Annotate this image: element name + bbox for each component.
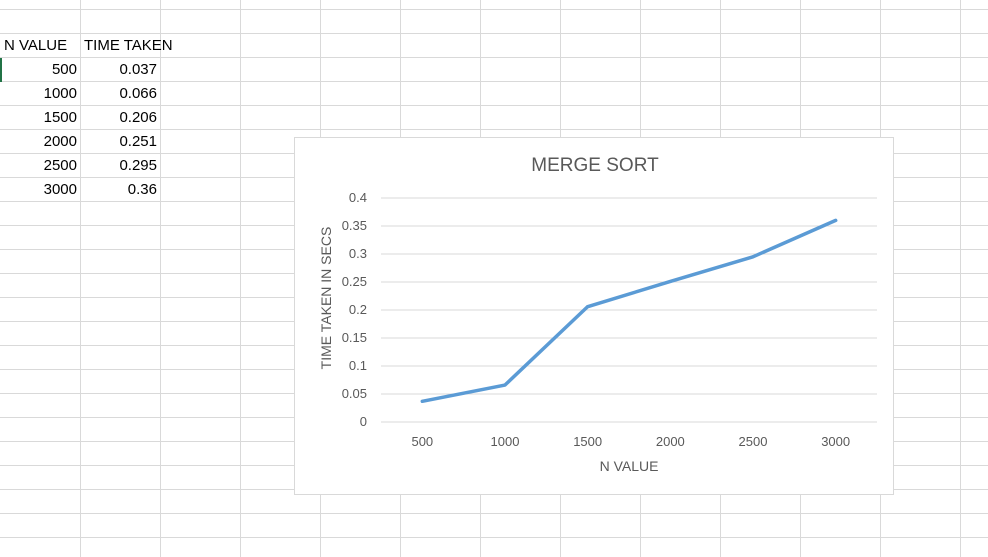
cell-n-value[interactable]: 1000: [43, 85, 77, 102]
cell-time-taken[interactable]: 0.037: [119, 61, 157, 78]
chart-title: MERGE SORT: [531, 155, 659, 176]
cell-time-taken[interactable]: 0.206: [119, 109, 157, 126]
series-line[interactable]: [420, 218, 838, 404]
x-tick-label: 2000: [656, 434, 685, 449]
data-point[interactable]: [834, 218, 838, 222]
cell-time-taken[interactable]: 0.36: [127, 181, 157, 198]
active-cell-indicator: [0, 58, 2, 82]
cell-time-taken[interactable]: 0.066: [119, 85, 157, 102]
x-axis-title: N VALUE: [600, 458, 659, 474]
data-point[interactable]: [503, 383, 507, 387]
y-tick-label: 0: [360, 414, 367, 429]
y-tick-label: 0.3: [349, 246, 367, 261]
data-point[interactable]: [420, 399, 424, 403]
x-tick-label: 2500: [739, 434, 768, 449]
y-tick-label: 0.4: [349, 190, 367, 205]
data-point[interactable]: [751, 255, 755, 259]
cell-time-taken[interactable]: 0.251: [119, 133, 157, 150]
column-gridline: [80, 0, 81, 557]
cell-n-value[interactable]: 2000: [43, 133, 77, 150]
cell-n-value[interactable]: 1500: [43, 109, 77, 126]
merge-sort-chart[interactable]: MERGE SORT 0 0.05 0.1 0.15 0.2 0.25 0.3 0.35 0.4…: [294, 137, 894, 495]
y-tick-label: 0.25: [342, 274, 367, 289]
row-gridline: [0, 129, 988, 130]
y-tick-label: 0.35: [342, 218, 367, 233]
y-tick-label: 0.05: [342, 386, 367, 401]
row-gridline: [0, 33, 988, 34]
row-gridline: [0, 537, 988, 538]
y-axis-title: TIME TAKEN IN SECS: [318, 227, 334, 370]
cell-n-value[interactable]: 3000: [43, 181, 77, 198]
y-tick-label: 0.15: [342, 330, 367, 345]
row-gridline: [0, 105, 988, 106]
y-tick-label: 0.2: [349, 302, 367, 317]
x-tick-label: 3000: [821, 434, 850, 449]
cell-n-value[interactable]: 2500: [43, 157, 77, 174]
header-cell-n-value[interactable]: N VALUE: [4, 37, 68, 54]
column-gridline: [240, 0, 241, 557]
column-gridline: [960, 0, 961, 557]
header-cell-time-taken[interactable]: TIME TAKEN: [84, 37, 173, 54]
cell-time-taken[interactable]: 0.295: [119, 157, 157, 174]
x-tick-label: 500: [411, 434, 433, 449]
x-tick-label: 1000: [491, 434, 520, 449]
x-tick-label: 1500: [573, 434, 602, 449]
data-point[interactable]: [668, 279, 672, 283]
row-gridline: [0, 9, 988, 10]
row-gridline: [0, 81, 988, 82]
row-gridline: [0, 57, 988, 58]
data-point[interactable]: [586, 305, 590, 309]
y-tick-label: 0.1: [349, 358, 367, 373]
row-gridline: [0, 513, 988, 514]
chart-canvas: MERGE SORT 0 0.05 0.1 0.15 0.2 0.25 0.3 0.35 0.4…: [318, 155, 877, 474]
column-gridline: [160, 0, 161, 557]
cell-n-value[interactable]: 500: [51, 61, 77, 78]
